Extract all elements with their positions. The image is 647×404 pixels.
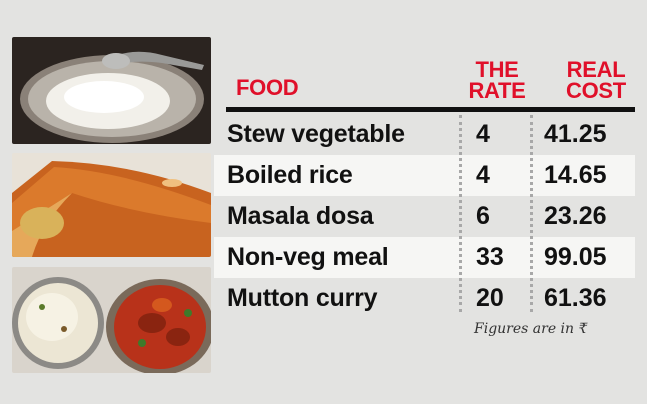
table-row: Boiled rice 4 14.65	[214, 155, 635, 196]
currency-note: Figures are in ₹	[474, 321, 588, 337]
boiled-rice-photo	[12, 37, 211, 144]
masala-dosa-photo	[12, 153, 211, 257]
header-divider	[226, 107, 635, 112]
rate-value: 33	[476, 243, 504, 271]
food-name: Non-veg meal	[227, 243, 389, 271]
table-row: Masala dosa 6 23.26	[214, 196, 635, 237]
table-row: Non-veg meal 33 99.05	[214, 237, 635, 278]
rate-value: 6	[476, 202, 490, 230]
cost-value: 23.26	[544, 202, 607, 230]
column-divider-dotted	[459, 115, 462, 312]
cost-value: 41.25	[544, 120, 607, 148]
table-row: Stew vegetable 4 41.25	[214, 114, 635, 155]
table-row: Mutton curry 20 61.36	[214, 278, 635, 319]
header-the-rate: THE RATE	[468, 57, 526, 103]
header-food: FOOD	[236, 75, 299, 100]
food-name: Stew vegetable	[227, 120, 405, 148]
food-name: Mutton curry	[227, 284, 378, 312]
food-name: Masala dosa	[227, 202, 374, 230]
cost-value: 14.65	[544, 161, 607, 189]
column-divider-dotted	[530, 115, 533, 312]
cost-value: 99.05	[544, 243, 607, 271]
rate-value: 4	[476, 120, 490, 148]
rate-value: 4	[476, 161, 490, 189]
rate-value: 20	[476, 284, 504, 312]
cost-value: 61.36	[544, 284, 607, 312]
header-real-cost: REAL COST	[566, 57, 626, 103]
food-name: Boiled rice	[227, 161, 353, 189]
mutton-curry-photo	[12, 267, 211, 373]
